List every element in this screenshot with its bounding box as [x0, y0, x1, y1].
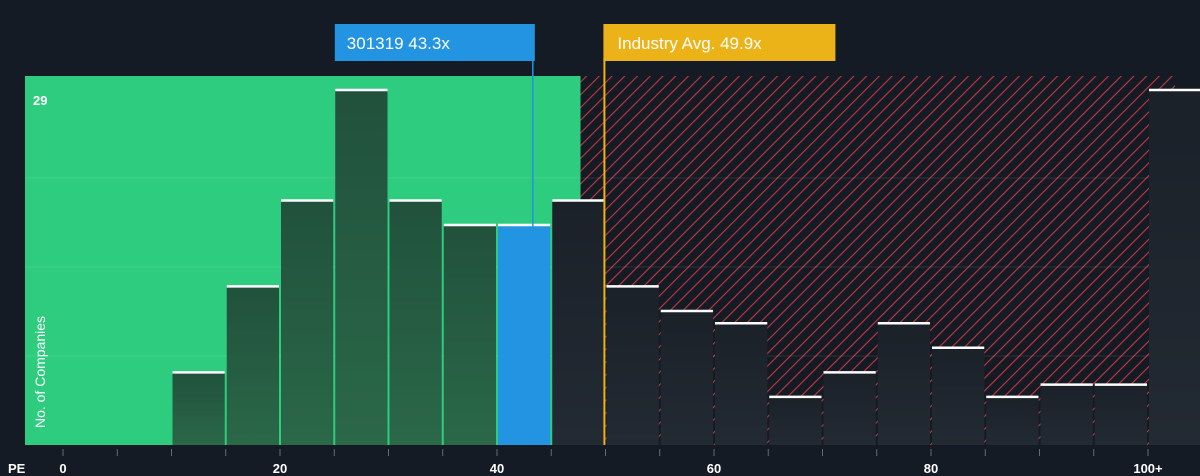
- histogram-bar: [443, 224, 496, 445]
- x-tick-label: 80: [924, 461, 938, 476]
- histogram-bar: [226, 285, 279, 445]
- company-callout: [334, 24, 535, 61]
- histogram-bar: [172, 371, 225, 445]
- x-axis-name: PE: [8, 461, 26, 476]
- x-tick-label: 60: [707, 461, 721, 476]
- histogram-bar: [823, 371, 876, 445]
- histogram-bar: [606, 285, 659, 445]
- histogram-bar: [932, 346, 985, 445]
- histogram-bar: [660, 309, 713, 445]
- x-tick-label: 40: [490, 461, 504, 476]
- x-axis: PE 0 20 40 60 80 100+: [8, 449, 1163, 476]
- company-callout-label: 301319 43.3x: [347, 34, 451, 53]
- histogram-bar: [715, 322, 768, 445]
- x-tick-label: 100+: [1133, 461, 1163, 476]
- x-tick-label: 20: [273, 461, 287, 476]
- histogram-bar: [389, 199, 442, 445]
- histogram-bar: [281, 199, 334, 445]
- histogram-bar: [1040, 383, 1093, 445]
- histogram-bar: [769, 395, 822, 445]
- industry-avg-callout-label: Industry Avg. 49.9x: [617, 34, 762, 53]
- histogram-bar: [552, 199, 605, 445]
- histogram-bar: [335, 89, 388, 445]
- histogram-bar: [1094, 383, 1147, 445]
- y-axis-label: No. of Companies: [32, 316, 48, 428]
- y-max-label: 29: [33, 93, 47, 108]
- histogram-bar: [986, 395, 1039, 445]
- histogram-bar: [877, 322, 930, 445]
- x-tick-label: 0: [59, 461, 66, 476]
- histogram-bar: [1149, 89, 1200, 445]
- company-bar: [498, 224, 551, 445]
- industry-avg-callout: [603, 24, 836, 61]
